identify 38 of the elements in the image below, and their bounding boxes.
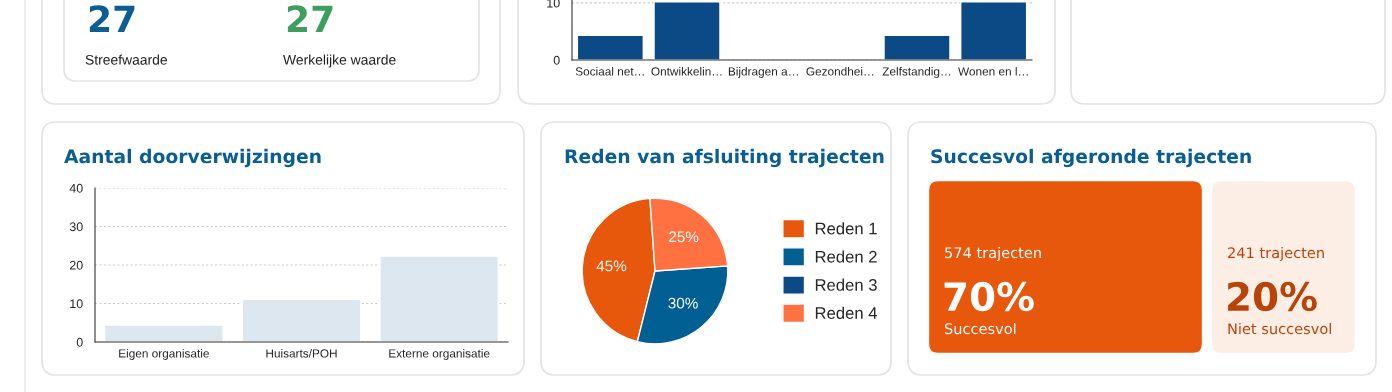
y-tick-label: 40 [69,183,83,193]
x-tick-label: Zelfstandig… [882,66,951,78]
data-label: 27 [89,5,135,32]
category-label: Succesvol [944,322,1016,335]
data-label: 70% [944,281,1034,312]
y-tick-label: 30 [69,222,83,232]
x-tick-label: Bijdragen a… [728,66,798,78]
legend-label: Reden 1 [815,222,877,235]
y-tick-label: 0 [553,55,560,65]
bar [103,324,224,342]
text: 574 trajecten [945,246,1041,262]
y-tick-label: 20 [69,260,83,270]
data-label: 27 [287,5,333,32]
data-label: 30% [668,297,698,309]
chart-title: Aantal doorverwijzingen [64,148,321,168]
category-label: Niet succesvol [1228,322,1331,335]
x-tick-label: Wonen en l… [958,66,1028,76]
x-tick-label: Eigen organisatie [119,348,209,360]
data-label: 20% [1228,281,1317,312]
x-tick-label: Sociaal net… [575,66,644,76]
legend-label: Reden 2 [815,250,877,263]
data-label: 25% [669,231,699,243]
text: Succesvol afgeronde trajecten [931,148,1251,168]
x-tick-label: Externe organisatie [389,348,490,360]
x-tick-label: Huisarts/POH [266,348,337,358]
bar [379,255,500,342]
data-label: 45% [596,260,627,272]
x-tick-label: Ontwikkelin… [651,66,722,76]
y-tick-label: 10 [70,299,83,309]
text: 241 trajecten [1228,246,1324,262]
x-tick-label: Gezondhei… [806,66,874,76]
y-tick-label: 0 [76,337,83,347]
legend-label: Reden 4 [815,306,878,319]
category-label: Werkelijke waarde [283,54,396,68]
bar [241,298,362,342]
legend-label: Reden 3 [815,278,877,291]
chart-title: Reden van afsluiting trajecten [565,148,884,168]
category-label: Streefwaarde [85,54,167,65]
